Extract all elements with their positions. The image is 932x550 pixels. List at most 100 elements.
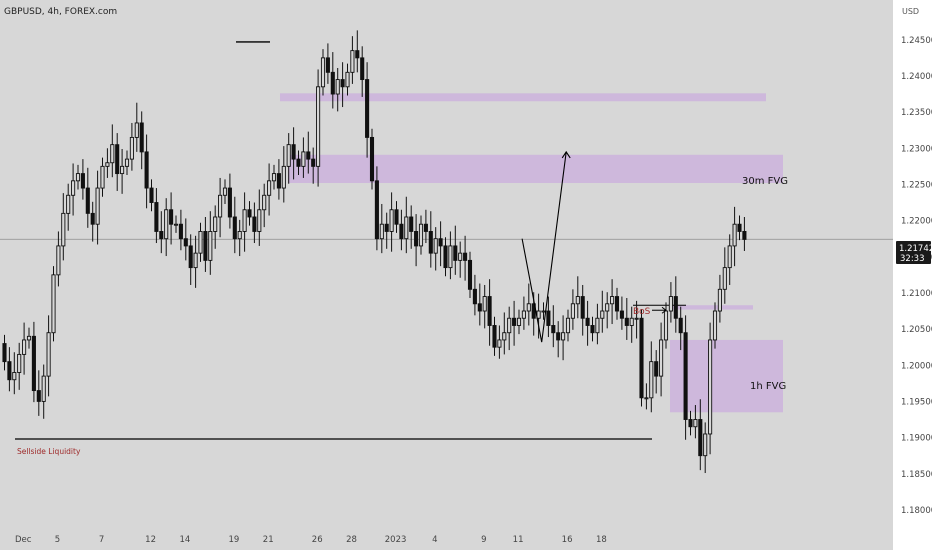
candle-body [698, 419, 703, 457]
candle-body [482, 296, 487, 312]
time-tick-label: 21 [263, 535, 274, 545]
candle-body [379, 223, 384, 240]
price-tick-label: 1.18000 [901, 506, 932, 516]
candle-body [46, 332, 51, 377]
candle-body [213, 216, 218, 232]
candle-body [590, 325, 595, 334]
candle-body [585, 317, 590, 326]
time-tick-label: 5 [55, 535, 60, 545]
candle-body [668, 296, 673, 312]
candle-body [271, 173, 277, 182]
time-tick-label: 28 [346, 535, 357, 545]
candle-body [232, 216, 237, 240]
candle-body [683, 332, 688, 420]
candle-body [276, 173, 281, 189]
candles-layer [2, 30, 747, 474]
candle-body [663, 310, 669, 341]
candle-body [727, 245, 732, 269]
price-tick-label: 1.22500 [901, 180, 932, 190]
time-axis[interactable]: Dec 5 7 12 14 19 21 26 28 2023 4 9 11 16 18 [15, 535, 607, 545]
candle-body [22, 339, 27, 355]
price-tick-label: 1.22000 [901, 217, 932, 227]
candle-body [610, 296, 615, 305]
candle-body [639, 317, 644, 399]
candle-body [737, 223, 742, 232]
candle-body [659, 339, 664, 377]
candle-body [521, 310, 526, 319]
price-tick-label: 1.18500 [901, 470, 932, 480]
candle-body [443, 245, 448, 269]
candle-body [218, 194, 223, 218]
candle-body [673, 296, 678, 319]
candle-body [237, 231, 242, 240]
currency-label: USD [902, 7, 919, 16]
time-tick-label: Dec [15, 535, 32, 545]
candle-body [134, 122, 139, 138]
candle-body [183, 238, 188, 247]
candle-body [208, 231, 213, 261]
candle-body [453, 245, 458, 261]
candle-body [360, 57, 365, 81]
last-price-value: 1.21742 [899, 244, 932, 254]
candle-body [100, 165, 105, 189]
candle-body [7, 361, 12, 381]
candle-body [492, 325, 497, 348]
candle-body [247, 209, 252, 218]
candle-body [399, 223, 404, 240]
time-tick-label: 4 [432, 535, 437, 545]
candle-body [742, 231, 747, 240]
candle-body [423, 223, 428, 232]
candle-body [688, 419, 693, 428]
candle-body [129, 136, 134, 160]
candle-body [732, 223, 737, 247]
candle-body [355, 50, 360, 59]
candle-body [463, 252, 468, 261]
candle-body [267, 180, 272, 196]
fvg-zone [288, 154, 783, 183]
time-tick-label: 16 [562, 535, 573, 545]
candle-body [389, 209, 394, 232]
candle-body [320, 57, 326, 88]
candle-body [404, 216, 409, 240]
candle-body [61, 212, 66, 247]
candle-body [708, 339, 713, 435]
candle-body [252, 216, 257, 232]
last-price-countdown: 32:33 [900, 254, 925, 264]
candle-body [433, 238, 438, 254]
fvg-30m-label: 30m FVG [742, 176, 788, 187]
candle-body [12, 372, 17, 381]
candle-body [624, 317, 629, 326]
candle-body [149, 187, 154, 203]
candle-body [556, 332, 561, 341]
time-tick-label: 11 [513, 535, 524, 545]
candle-body [561, 332, 566, 341]
candle-body [703, 433, 708, 457]
candle-body [605, 303, 610, 312]
candle-body [26, 335, 32, 341]
projection-layer [521, 150, 667, 343]
candle-body [722, 267, 727, 290]
candle-body [198, 231, 203, 254]
candle-body [634, 317, 639, 320]
price-tick-label: 1.23000 [901, 144, 932, 154]
candle-body [502, 332, 507, 341]
candle-body [325, 57, 330, 73]
candle-body [120, 165, 125, 175]
candle-body [173, 223, 179, 226]
candle-body [291, 144, 296, 160]
candle-body [551, 325, 556, 334]
candle-body [242, 209, 247, 232]
candle-body [330, 71, 335, 95]
candle-body [428, 231, 433, 254]
candle-body [159, 231, 164, 240]
candle-body [477, 303, 482, 312]
price-tick-label: 1.19500 [901, 397, 932, 407]
price-tick-label: 1.20500 [901, 325, 932, 335]
candle-body [154, 202, 159, 232]
time-tick-label: 19 [228, 535, 239, 545]
candle-body [654, 361, 659, 377]
candle-body [384, 223, 389, 232]
candle-body [507, 317, 512, 334]
candle-body [570, 303, 575, 319]
